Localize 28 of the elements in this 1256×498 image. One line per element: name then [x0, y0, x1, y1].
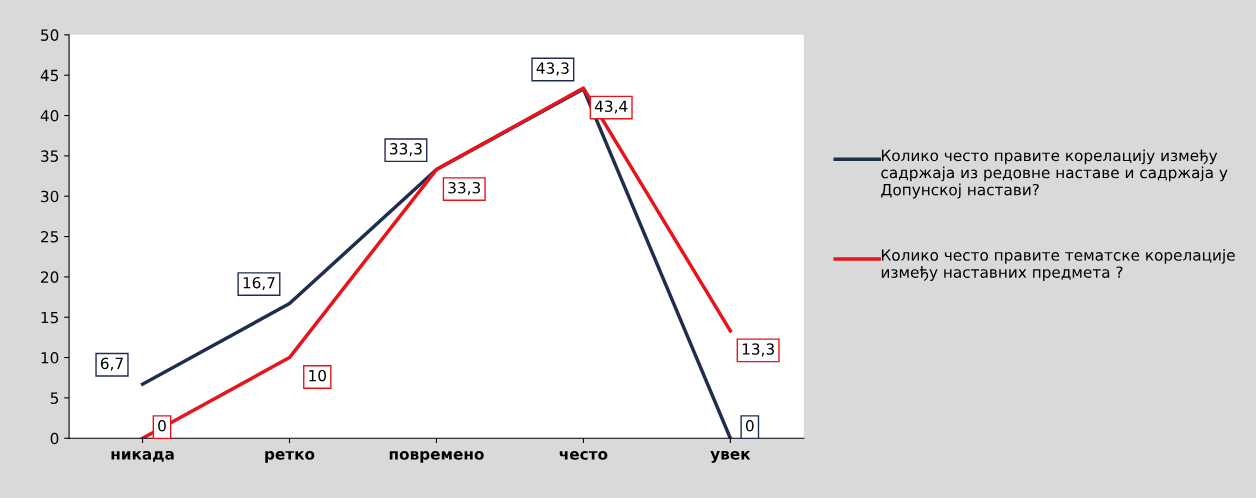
x-tick-label: повремено: [389, 451, 484, 463]
data-label: 6,7: [100, 357, 123, 371]
y-tick-label: 0: [50, 432, 59, 445]
x-tick-label: често: [559, 451, 608, 460]
x-tick-label: ретко: [265, 451, 315, 463]
y-tick-label: 15: [41, 311, 59, 324]
data-label: 10: [309, 369, 326, 382]
y-tick-label: 10: [41, 352, 59, 364]
y-tick-label: 45: [40, 69, 59, 82]
legend-label: Колико често правите тематске корелације између наставних предмета ?: [881, 249, 1235, 281]
x-tick-label: никада: [111, 451, 174, 462]
y-tick-label: 35: [41, 150, 59, 162]
y-tick-label: 5: [50, 392, 59, 404]
data-label: 0: [745, 420, 754, 432]
y-tick-label: 25: [41, 231, 59, 243]
y-tick-label: 30: [41, 190, 59, 203]
x-tick-label: увек: [710, 450, 751, 463]
y-tick-label: 50: [41, 29, 59, 41]
data-label: 13,3: [742, 343, 774, 357]
legend-label: Колико често правите корелацију између садржаја из редовне наставе и садржаја у Допунској настави?: [881, 149, 1228, 199]
data-label: 0: [158, 420, 166, 432]
data-label: 33,3: [448, 181, 481, 196]
y-tick-label: 40: [40, 110, 59, 122]
data-label: 16,7: [243, 276, 275, 291]
y-tick-label: 20: [41, 271, 59, 283]
data-label: 33,3: [390, 143, 422, 157]
data-label: 43,3: [536, 62, 569, 76]
data-label: 43,4: [594, 100, 628, 114]
